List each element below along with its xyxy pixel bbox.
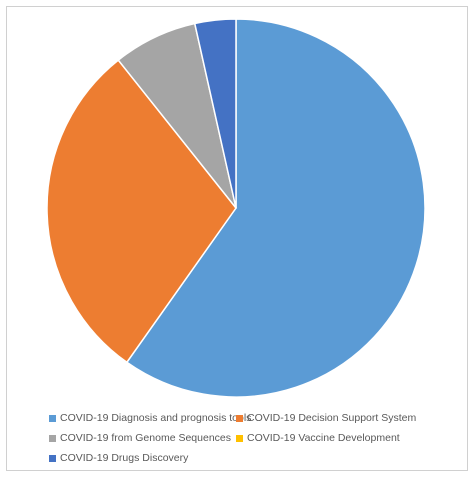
legend-item-vaccine: COVID-19 Vaccine Development <box>236 432 400 444</box>
legend-label-vaccine: COVID-19 Vaccine Development <box>247 432 400 444</box>
legend-item-diagnosis: COVID-19 Diagnosis and prognosis tools <box>49 412 251 424</box>
chart-legend: COVID-19 Diagnosis and prognosis tools C… <box>49 412 449 472</box>
pie-slice-0 <box>126 18 426 398</box>
pie-slice-1 <box>46 59 237 364</box>
legend-label-genome: COVID-19 from Genome Sequences <box>60 432 231 444</box>
legend-item-genome: COVID-19 from Genome Sequences <box>49 432 231 444</box>
legend-label-decision-support: COVID-19 Decision Support System <box>247 412 417 424</box>
pie-slice-4 <box>194 18 237 209</box>
legend-swatch-diagnosis <box>49 414 56 422</box>
legend-swatch-genome <box>49 434 56 442</box>
legend-swatch-decision-support <box>236 414 243 422</box>
legend-swatch-vaccine <box>236 434 243 442</box>
legend-label-drugs: COVID-19 Drugs Discovery <box>60 452 189 464</box>
legend-label-diagnosis: COVID-19 Diagnosis and prognosis tools <box>60 412 252 424</box>
legend-item-decision-support: COVID-19 Decision Support System <box>236 412 416 424</box>
legend-swatch-drugs <box>49 454 56 462</box>
legend-item-drugs: COVID-19 Drugs Discovery <box>49 452 188 464</box>
